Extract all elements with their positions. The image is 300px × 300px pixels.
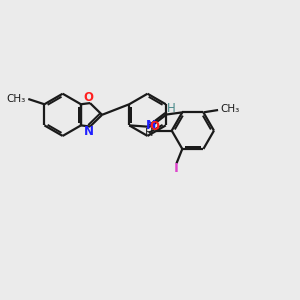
- Text: H: H: [167, 102, 176, 115]
- Text: N: N: [146, 119, 156, 133]
- Text: CH₃: CH₃: [7, 94, 26, 104]
- Text: H: H: [144, 128, 153, 138]
- Text: N: N: [84, 125, 94, 138]
- Text: O: O: [149, 120, 159, 133]
- Text: I: I: [174, 162, 179, 175]
- Text: CH₃: CH₃: [220, 104, 240, 114]
- Text: O: O: [84, 91, 94, 104]
